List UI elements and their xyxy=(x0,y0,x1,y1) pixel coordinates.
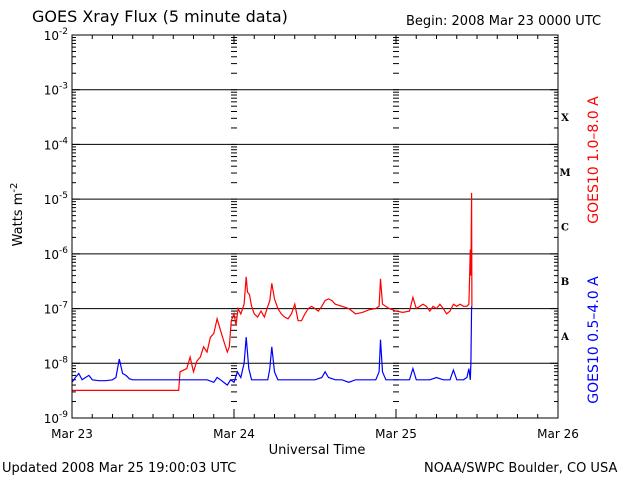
axis-ticks xyxy=(71,34,559,419)
series-line-0 xyxy=(72,192,473,391)
series-lines xyxy=(71,192,473,391)
flare-class-b: B xyxy=(561,277,569,288)
y-tick-label: 10-2 xyxy=(44,27,68,43)
y-tick-label: 10-7 xyxy=(44,301,68,317)
y-tick-label: 10-9 xyxy=(44,410,69,426)
updated-timestamp: Updated 2008 Mar 25 19:00:03 UTC xyxy=(2,461,237,476)
y-tick-label: 10-6 xyxy=(44,246,69,262)
flare-class-m: M xyxy=(559,168,570,179)
y-tick-label: 10-4 xyxy=(44,136,69,152)
x-axis-label: Universal Time xyxy=(269,443,366,458)
credit-text: NOAA/SWPC Boulder, CO USA xyxy=(424,461,618,476)
plot-frame xyxy=(71,34,559,419)
y-axis-label-exp: -2 xyxy=(9,183,20,193)
grid-lines xyxy=(72,89,558,364)
x-tick-label: Mar 23 xyxy=(51,427,93,441)
series-label-short: GOES10 0.5–4.0 A xyxy=(586,276,602,404)
y-tick-label: 10-3 xyxy=(44,82,68,98)
chart-title: GOES Xray Flux (5 minute data) xyxy=(32,7,288,26)
axis-labels: 10-9 10-8 10-7 10-6 10-5 10-4 10-3 10-2 Mar 23 Ma… xyxy=(44,27,579,441)
y-axis-label-base: Watts m xyxy=(11,193,26,247)
y-axis-label: Watts m-2 xyxy=(9,183,27,247)
begin-time: Begin: 2008 Mar 23 0000 UTC xyxy=(406,14,602,29)
flare-class-x: X xyxy=(561,113,569,124)
x-tick-label: Mar 26 xyxy=(537,427,579,441)
x-tick-label: Mar 25 xyxy=(375,427,417,441)
series-label-long: GOES10 1.0–8.0 A xyxy=(586,96,602,224)
x-tick-label: Mar 24 xyxy=(213,427,255,441)
y-tick-label: 10-8 xyxy=(44,355,69,371)
y-tick-label: 10-5 xyxy=(44,191,68,207)
series-line-1 xyxy=(71,306,473,386)
flare-class-a: A xyxy=(560,332,569,343)
flare-class-c: C xyxy=(561,223,569,234)
